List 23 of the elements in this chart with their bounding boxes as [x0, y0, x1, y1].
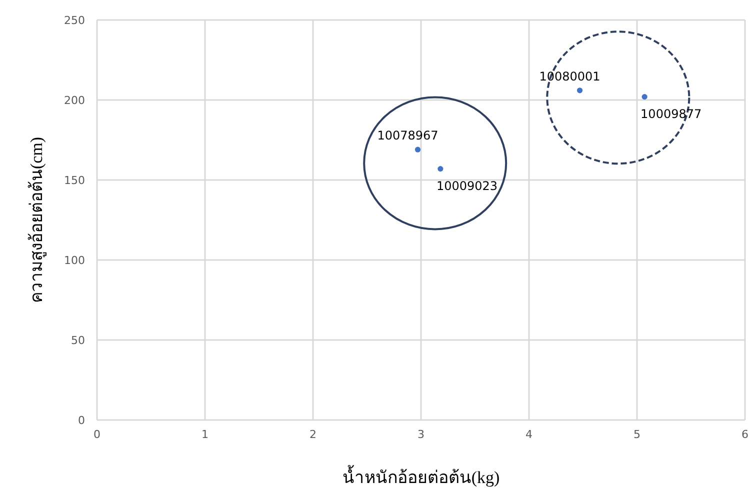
annotation: 10009023 [436, 178, 498, 193]
x-tick-label: 2 [310, 428, 316, 441]
x-tick-label: 1 [202, 428, 208, 441]
y-tick-label: 100 [64, 254, 85, 267]
x-tick-label: 4 [526, 428, 532, 441]
y-tick-label: 150 [64, 174, 85, 187]
y-axis-title: ความสูงอ้อยต่อต้น(cm) [27, 136, 47, 304]
x-tick-label: 3 [418, 428, 424, 441]
x-tick-label: 5 [634, 428, 640, 441]
annotation: 10078967 [377, 128, 438, 143]
y-tick-label: 250 [64, 14, 85, 27]
x-axis-title: น้ำหนักอ้อยต่อต้น(kg) [342, 465, 500, 487]
y-tick-label: 50 [71, 334, 85, 347]
y-tick-label: 200 [64, 94, 85, 107]
annotation: 10009877 [640, 106, 702, 121]
y-tick-label: 0 [78, 414, 85, 427]
point [414, 146, 421, 152]
point [438, 166, 444, 172]
annotation: 10080001 [539, 69, 600, 84]
point [642, 94, 648, 100]
x-tick-label: 0 [94, 428, 100, 441]
x-tick-label: 6 [742, 428, 748, 441]
point [576, 88, 583, 94]
